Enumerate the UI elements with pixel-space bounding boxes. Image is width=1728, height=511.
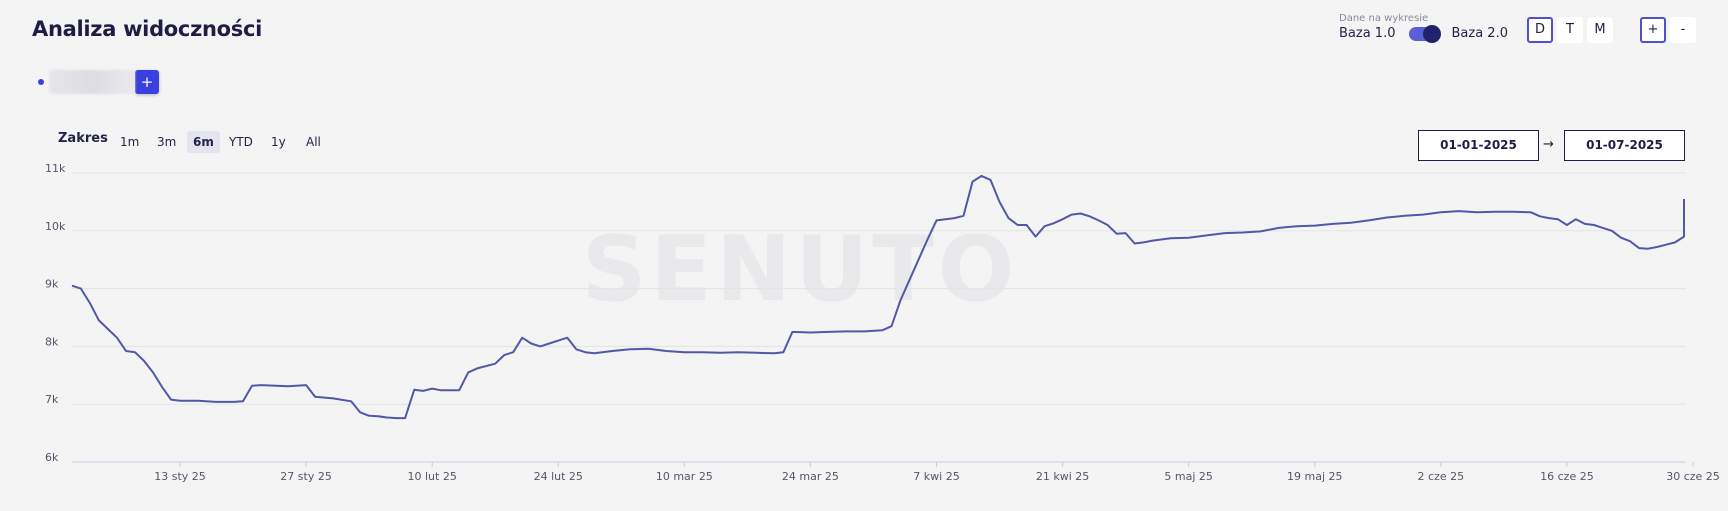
granularity-month-button[interactable]: M [1587,17,1613,43]
x-tick-label: 21 kwi 25 [1036,470,1089,483]
x-tick-label: 24 lut 25 [534,470,583,483]
range-ytd-button[interactable]: YTD [223,131,259,153]
range-1y-button[interactable]: 1y [265,131,292,153]
base-toggle[interactable] [1409,24,1442,43]
x-tick-label: 5 maj 25 [1164,470,1213,483]
y-axis-ticks: 6k 7k 8k 9k 10k 11k [45,162,66,464]
add-series-button[interactable]: + [135,70,159,94]
x-tick-label: 10 lut 25 [408,470,457,483]
series-domain-blurred[interactable] [49,70,135,94]
x-tick-label: 7 kwi 25 [913,470,959,483]
y-tick-label: 7k [45,393,59,406]
date-to-input[interactable]: 01-07-2025 [1564,130,1685,161]
zoom-out-button[interactable]: - [1670,17,1696,43]
x-tick-label: 10 mar 25 [656,470,713,483]
y-tick-label: 10k [45,220,66,233]
toggle-knob [1423,24,1442,43]
base-switch-caption: Dane na wykresie [1339,13,1429,24]
y-tick-label: 9k [45,278,59,291]
x-tick-label: 27 sty 25 [280,470,332,483]
granularity-day-button[interactable]: D [1527,17,1553,43]
range-label: Zakres [58,131,108,146]
x-tick-label: 16 cze 25 [1540,470,1594,483]
x-tick-label: 2 cze 25 [1418,470,1465,483]
x-tick-label: 19 maj 25 [1287,470,1343,483]
x-axis-ticks: 13 sty 25 27 sty 25 10 lut 25 24 lut 25 10 m… [154,462,1720,483]
x-tick-label: 13 sty 25 [154,470,206,483]
zoom-in-button[interactable]: + [1640,17,1666,43]
series-color-dot [38,79,44,85]
x-tick-label: 24 mar 25 [782,470,839,483]
series-legend: + [38,70,159,94]
granularity-week-button[interactable]: T [1557,17,1583,43]
series-line [71,174,1685,420]
range-3m-button[interactable]: 3m [151,131,182,153]
date-from-input[interactable]: 01-01-2025 [1418,130,1539,161]
base-2-label[interactable]: Baza 2.0 [1451,26,1508,41]
range-6m-button[interactable]: 6m [187,131,220,153]
watermark-logo: SENUTO [582,217,1019,322]
y-tick-label: 11k [45,162,66,175]
y-tick-label: 6k [45,451,59,464]
base-switch: Baza 1.0 Baza 2.0 [1339,24,1508,43]
page-title: Analiza widoczności [32,17,263,41]
range-all-button[interactable]: All [300,131,327,153]
chart-grid [72,172,1686,463]
base-1-label[interactable]: Baza 1.0 [1339,26,1396,41]
y-tick-label: 8k [45,335,59,348]
x-tick-label: 30 cze 25 [1666,470,1720,483]
date-range-arrow: → [1543,137,1554,152]
range-1m-button[interactable]: 1m [114,131,145,153]
